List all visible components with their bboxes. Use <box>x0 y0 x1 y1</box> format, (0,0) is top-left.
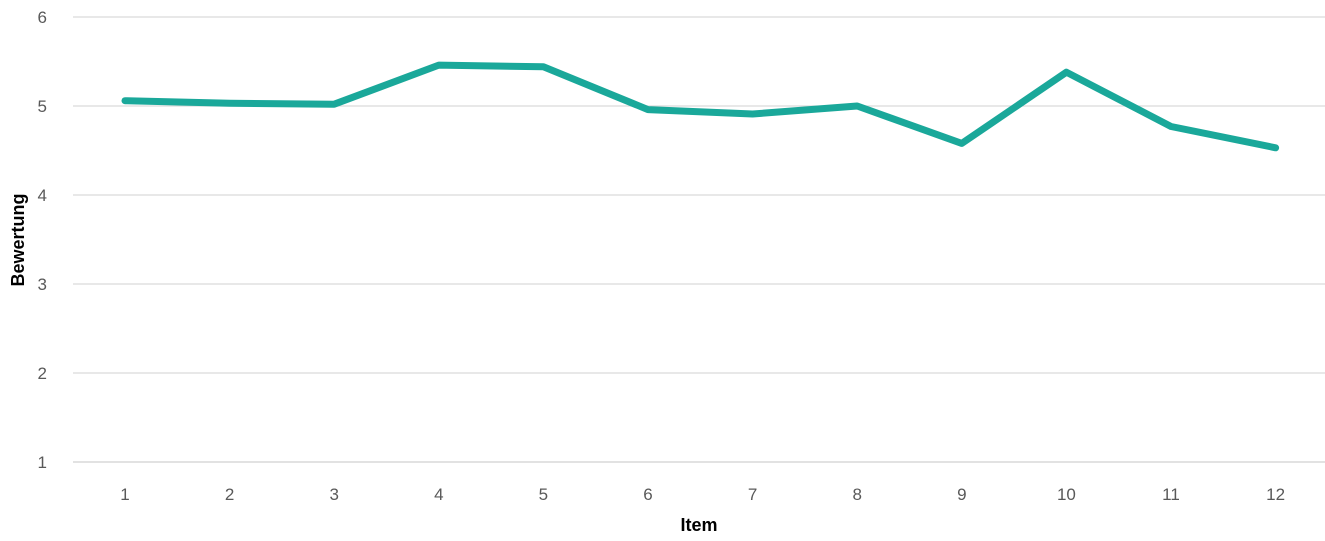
y-tick-label: 3 <box>38 275 47 294</box>
x-tick-label: 8 <box>852 485 861 504</box>
y-tick-label: 5 <box>38 97 47 116</box>
x-tick-label: 6 <box>643 485 652 504</box>
x-tick-label: 5 <box>539 485 548 504</box>
y-tick-labels: 1 2 3 4 5 6 <box>38 8 47 472</box>
x-tick-label: 12 <box>1266 485 1285 504</box>
x-tick-label: 9 <box>957 485 966 504</box>
x-tick-label: 10 <box>1057 485 1076 504</box>
y-tick-label: 1 <box>38 453 47 472</box>
x-axis-title: Item <box>680 515 717 535</box>
x-tick-label: 7 <box>748 485 757 504</box>
x-tick-label: 1 <box>120 485 129 504</box>
gridlines <box>73 17 1325 373</box>
x-tick-label: 2 <box>225 485 234 504</box>
y-axis-title: Bewertung <box>8 193 28 286</box>
x-tick-label: 3 <box>329 485 338 504</box>
x-tick-label: 11 <box>1162 485 1180 504</box>
x-tick-label: 4 <box>434 485 443 504</box>
y-tick-label: 2 <box>38 364 47 383</box>
y-tick-label: 6 <box>38 8 47 27</box>
y-tick-label: 4 <box>38 186 47 205</box>
